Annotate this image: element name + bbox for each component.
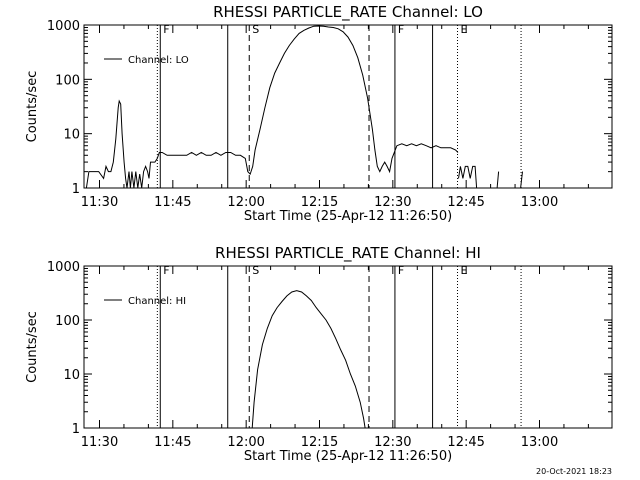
- series-line: [85, 25, 459, 188]
- x-tick-label: 13:00: [521, 195, 558, 210]
- series-line: [251, 290, 366, 428]
- series-line: [496, 171, 500, 188]
- x-tick-label: 12:15: [301, 195, 338, 210]
- y-tick-label: 100: [55, 73, 80, 88]
- marker-label: S: [252, 264, 259, 277]
- x-tick-label: 12:00: [227, 435, 264, 450]
- y-tick-label: 10: [63, 368, 80, 383]
- x-tick-label: 11:45: [154, 195, 191, 210]
- panel-lo: RHESSI PARTICLE_RATE Channel: LOF S F E11:3…: [25, 3, 613, 224]
- y-tick-label: 1: [72, 182, 80, 197]
- plot-frame: [83, 24, 613, 189]
- marker-label: E: [461, 23, 468, 36]
- chart-title: RHESSI PARTICLE_RATE Channel: HI: [215, 244, 481, 263]
- y-tick-label: 100: [55, 314, 80, 329]
- x-tick-label: 11:45: [154, 435, 191, 450]
- x-tick-label: 13:00: [521, 435, 558, 450]
- marker-label: F: [398, 23, 404, 36]
- y-tick-label: 1000: [47, 260, 80, 275]
- legend-label: Channel: HI: [128, 296, 186, 307]
- y-tick-label: 1: [72, 422, 80, 437]
- marker-label: F: [163, 23, 169, 36]
- y-axis-label: Counts/sec: [25, 71, 40, 143]
- y-axis-label: Counts/sec: [25, 311, 40, 383]
- marker-label: S: [252, 23, 259, 36]
- marker-label: E: [461, 264, 468, 277]
- x-tick-label: 11:30: [81, 195, 118, 210]
- x-tick-label: 12:30: [374, 435, 411, 450]
- x-tick-label: 11:30: [81, 435, 118, 450]
- timestamp-footer: 20-Oct-2021 18:23: [536, 467, 612, 476]
- x-axis-label: Start Time (25-Apr-12 11:26:50): [244, 449, 452, 464]
- x-tick-label: 12:45: [447, 195, 484, 210]
- y-tick-label: 10: [63, 128, 80, 143]
- x-tick-label: 12:45: [447, 435, 484, 450]
- plot-frame: [83, 265, 613, 429]
- y-tick-label: 1000: [47, 19, 80, 34]
- series-line: [520, 171, 523, 188]
- x-axis-label: Start Time (25-Apr-12 11:26:50): [244, 209, 452, 224]
- marker-label: F: [163, 264, 169, 277]
- marker-label: F: [398, 264, 404, 277]
- x-tick-label: 12:15: [301, 435, 338, 450]
- x-tick-label: 12:30: [374, 195, 411, 210]
- panel-hi: RHESSI PARTICLE_RATE Channel: HIF S F E11:3…: [25, 244, 613, 464]
- legend-label: Channel: LO: [128, 55, 189, 66]
- x-tick-label: 12:00: [227, 195, 264, 210]
- chart-title: RHESSI PARTICLE_RATE Channel: LO: [213, 3, 483, 22]
- series-line: [458, 165, 478, 188]
